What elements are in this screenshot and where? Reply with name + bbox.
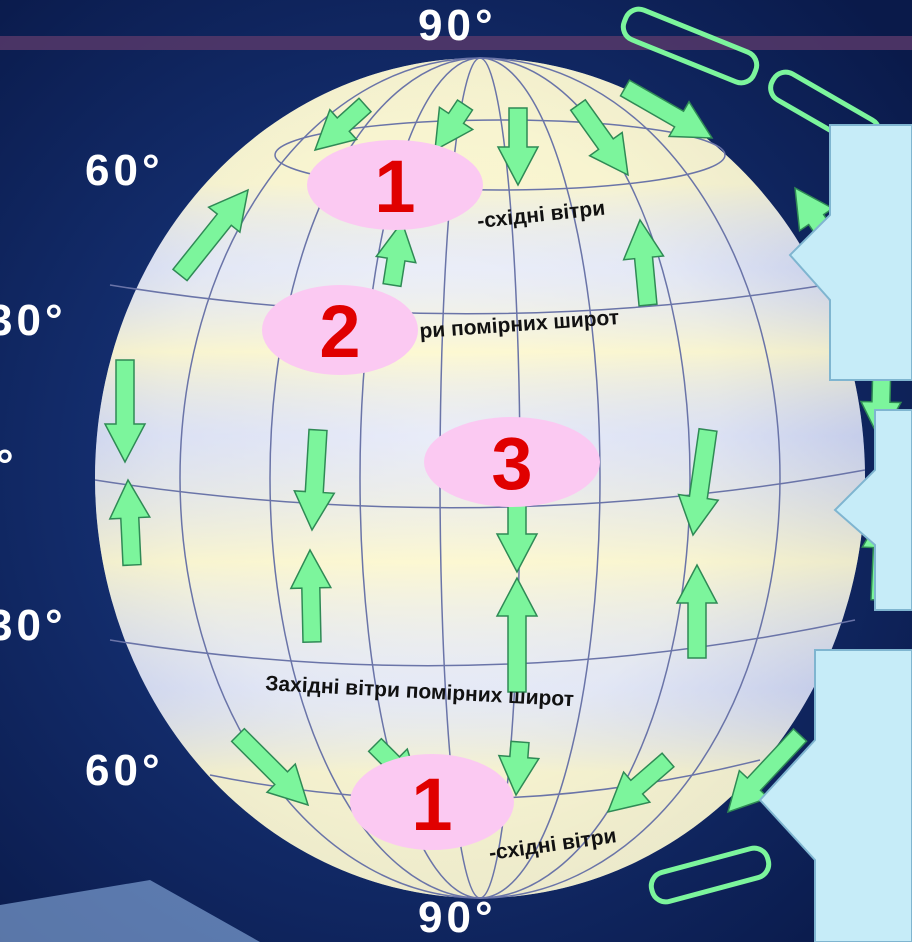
top-band bbox=[0, 36, 912, 50]
marker: 2 bbox=[262, 285, 418, 375]
marker-label: 2 bbox=[319, 290, 360, 373]
wind-arrow bbox=[103, 359, 147, 464]
wind-arrow bbox=[293, 428, 336, 532]
marker-label: 3 bbox=[491, 422, 532, 505]
latitude-label: 90° bbox=[418, 1, 497, 50]
wind-arrow bbox=[313, 97, 373, 152]
wind-arrow bbox=[496, 107, 540, 187]
wind-arrow bbox=[726, 727, 808, 814]
wind-arrow bbox=[289, 548, 333, 643]
marker: 1 bbox=[350, 754, 514, 850]
wind-arrow bbox=[495, 576, 539, 693]
latitude-label: 60° bbox=[85, 746, 164, 795]
marker: 1 bbox=[307, 140, 483, 230]
marker-label: 1 bbox=[411, 763, 452, 846]
latitude-label: 60° bbox=[85, 146, 164, 195]
wind-arrow bbox=[675, 563, 719, 659]
wind-arrow bbox=[677, 427, 720, 537]
wind-arrow bbox=[434, 98, 475, 152]
callouts bbox=[758, 124, 912, 942]
corner-shape bbox=[0, 880, 260, 942]
wind-arrow bbox=[108, 478, 152, 567]
wind-arrow bbox=[619, 79, 714, 139]
wind-arrow bbox=[171, 188, 250, 282]
wind-arrow bbox=[497, 740, 541, 797]
wind-arrow bbox=[569, 98, 629, 177]
marker: 3 bbox=[424, 417, 600, 507]
latitude-label: 30° bbox=[0, 296, 67, 345]
wind-arrow bbox=[622, 218, 665, 307]
wind-arrow bbox=[606, 752, 675, 814]
latitude-label: ° bbox=[0, 441, 18, 490]
wind-arrow bbox=[374, 220, 417, 288]
latitude-label: 30° bbox=[0, 601, 67, 650]
latitude-label: 90° bbox=[418, 893, 497, 942]
wind-arrow bbox=[230, 727, 310, 807]
marker-label: 1 bbox=[374, 145, 415, 228]
